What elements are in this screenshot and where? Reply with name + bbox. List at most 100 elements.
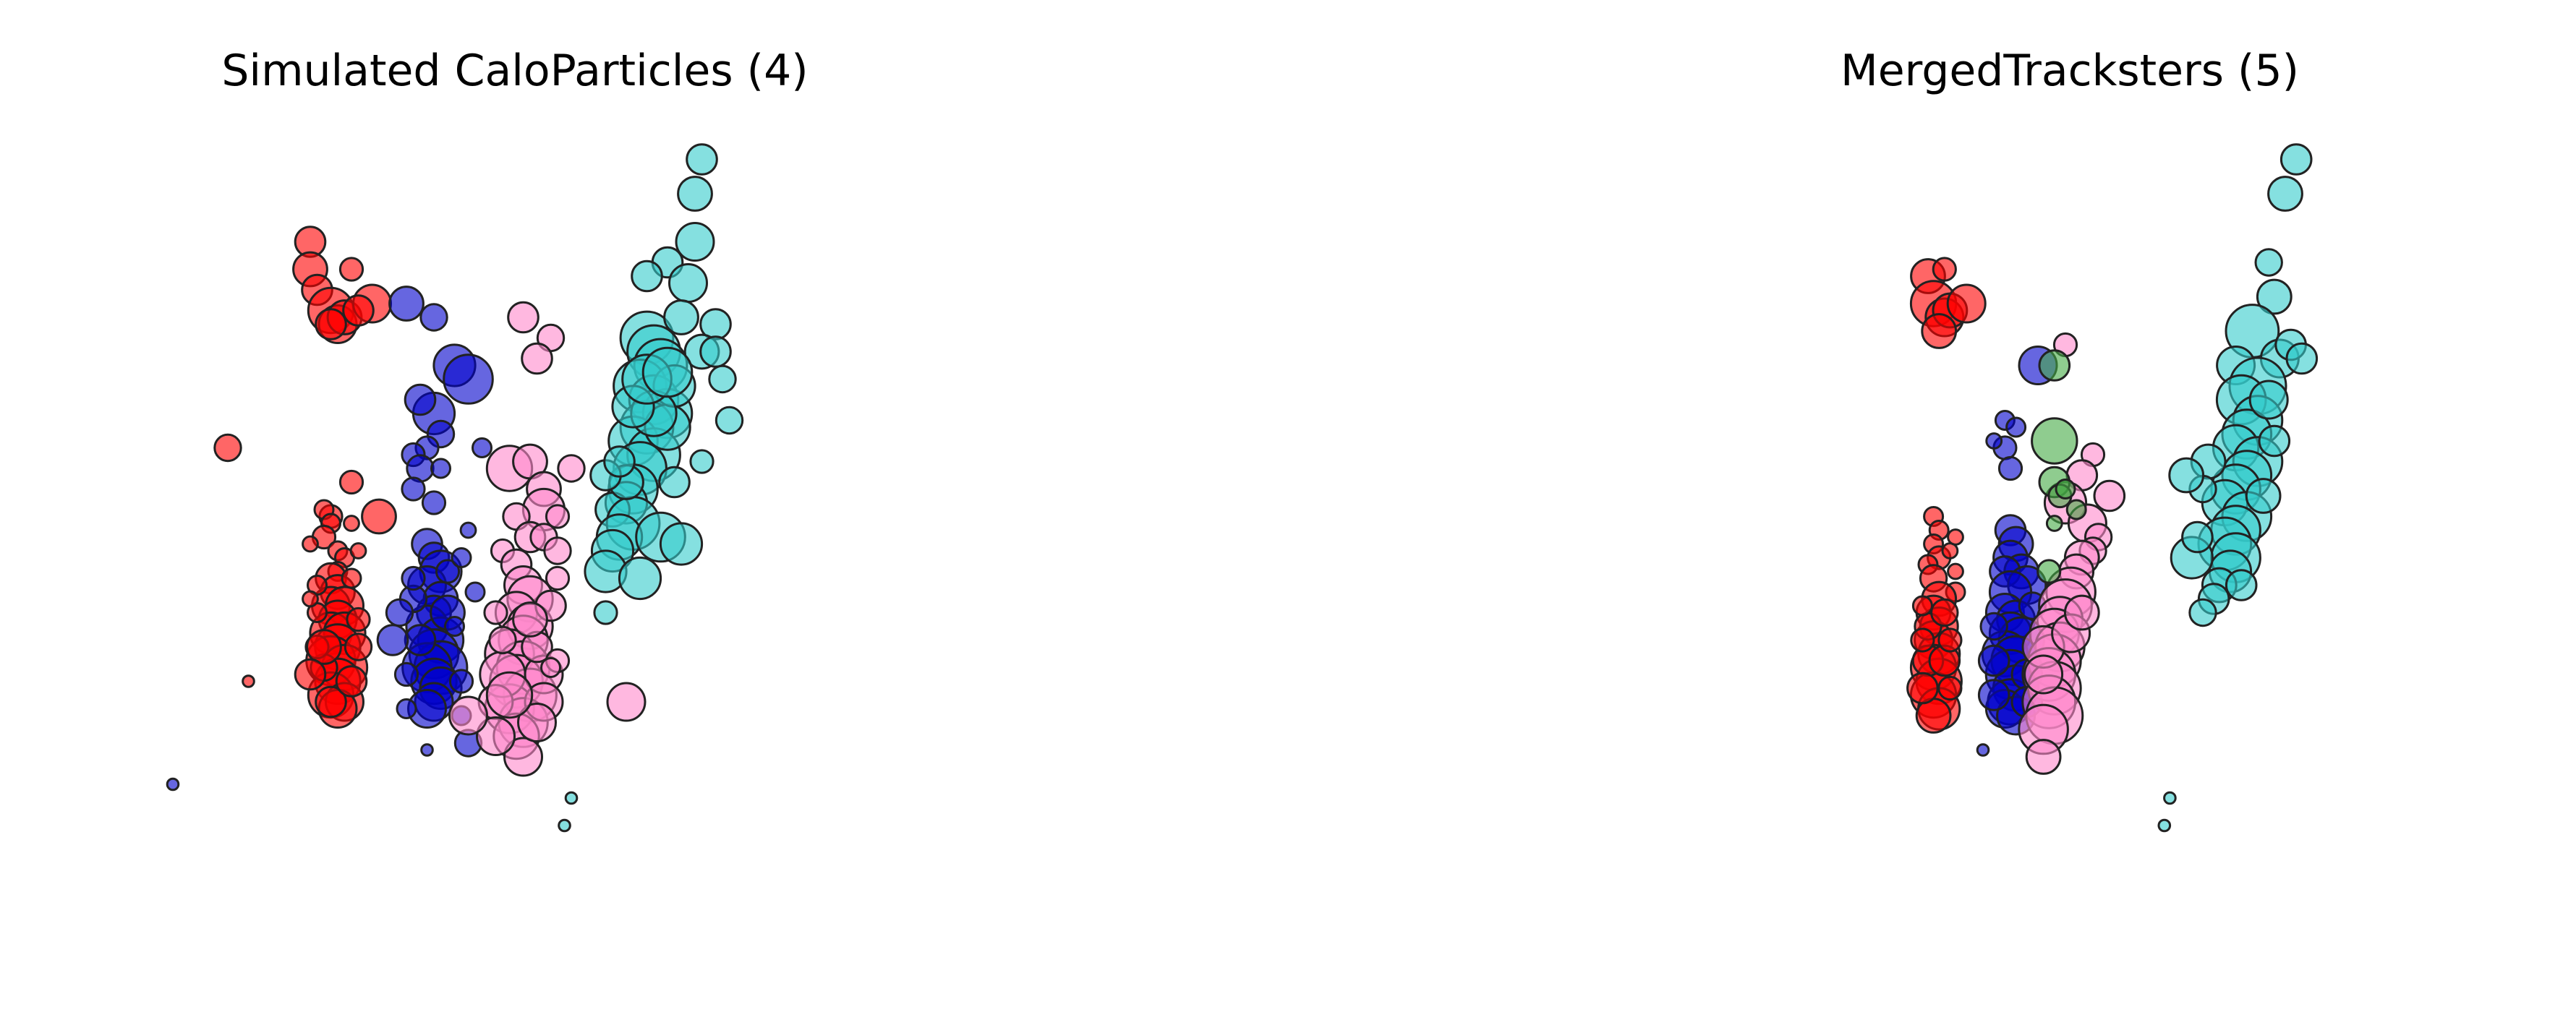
scatter-point-red: [342, 294, 375, 327]
scatter-point-pink: [545, 565, 571, 591]
scatter-point-pink: [2023, 654, 2064, 695]
scatter-point-cyan: [2285, 342, 2319, 375]
scatter-point-blue: [451, 547, 472, 568]
scatter-point-blue: [444, 616, 465, 637]
scatter-point-pink: [485, 671, 534, 719]
scatter-point-pink: [503, 737, 543, 777]
scatter-point-blue: [166, 777, 180, 792]
scatter-point-red: [338, 469, 364, 495]
scatter-point-red: [1921, 313, 1958, 349]
scatter-point-pink: [507, 301, 539, 334]
scatter-point-cyan: [593, 600, 618, 625]
scatter-point-blue: [430, 458, 451, 479]
scatter-point-blue: [376, 624, 409, 656]
scatter-point-cyan: [2181, 520, 2214, 554]
scatter-point-blue: [401, 565, 426, 591]
left-panel-markers: [166, 143, 744, 833]
scatter-point-cyan: [618, 556, 662, 601]
scatter-point-blue: [448, 669, 474, 694]
scatter-point-cyan: [675, 222, 715, 262]
scatter-point-cyan: [708, 364, 737, 394]
scatter-point-blue: [1985, 432, 2003, 450]
scatter-point-pink: [2093, 479, 2126, 512]
scatter-point-pink: [2063, 594, 2100, 631]
scatter-point-red: [315, 308, 347, 340]
scatter-point-cyan: [2157, 818, 2172, 833]
scatter-point-blue: [1979, 612, 2008, 641]
scatter-point-pink: [517, 703, 557, 742]
scatter-point-cyan: [663, 299, 699, 335]
scatter-point-red: [343, 515, 360, 532]
scatter-point-cyan: [686, 143, 718, 176]
scatter-point-blue: [435, 559, 461, 584]
scatter-point-cyan: [668, 263, 708, 303]
scatter-point-red: [344, 632, 373, 661]
scatter-point-pink: [488, 625, 517, 655]
scatter-point-blue: [1976, 743, 1990, 757]
scatter-point-cyan: [715, 406, 744, 435]
scatter-point-cyan: [2188, 598, 2217, 627]
scatter-point-red: [1932, 257, 1957, 282]
scatter-point-cyan: [603, 445, 636, 478]
scatter-point-blue: [464, 581, 486, 603]
scatter-point-red: [335, 665, 368, 698]
scatter-point-pink: [521, 342, 553, 375]
scatter-point-red: [341, 567, 362, 589]
scatter-point-blue: [401, 476, 426, 502]
scatter-point-red: [302, 590, 319, 608]
scatter-point-pink: [483, 600, 508, 625]
right-panel-title: MergedTracksters (5): [1841, 46, 2299, 96]
right-panel-markers: [1906, 143, 2319, 833]
scatter-point-red: [302, 535, 319, 553]
scatter-point-cyan: [558, 818, 571, 833]
scatter-point-red: [361, 498, 397, 535]
scatter-point-cyan: [658, 466, 691, 499]
scatter-point-cyan: [2258, 424, 2291, 458]
scatter-point-cyan: [2168, 457, 2205, 494]
scatter-point-blue: [443, 353, 494, 405]
scatter-point-cyan: [2248, 379, 2289, 420]
scatter-point-cyan: [2163, 791, 2177, 805]
scatter-point-red: [1947, 528, 1964, 546]
scatter-point-red: [1937, 627, 1963, 653]
left-panel: Simulated CaloParticles (4): [166, 46, 809, 833]
scatter-point-blue: [1977, 679, 2010, 711]
scatter-point-pink: [512, 601, 548, 638]
scatter-point-blue: [404, 383, 437, 416]
right-panel: MergedTracksters (5): [1841, 46, 2319, 833]
scatter-point-green: [2045, 515, 2063, 532]
scatter-point-green: [2031, 417, 2078, 465]
left-panel-title: Simulated CaloParticles (4): [221, 46, 808, 96]
scatter-point-red: [1906, 672, 1939, 705]
scatter-point-cyan: [677, 176, 713, 212]
scatter-point-green: [2055, 479, 2076, 499]
scatter-point-cyan: [2254, 248, 2283, 277]
scatter-point-cyan: [631, 260, 663, 293]
scatter-point-blue: [1977, 644, 2010, 677]
scatter-point-blue: [393, 661, 419, 687]
scatter-point-red: [1930, 598, 1959, 627]
scatter-point-green: [2037, 559, 2062, 584]
scatter-point-green: [2038, 349, 2071, 382]
scatter-point-red: [346, 606, 371, 632]
scatter-point-red: [349, 542, 367, 559]
scatter-point-cyan: [2245, 478, 2282, 514]
scatter-point-cyan: [2256, 278, 2293, 315]
scatter-point-pink: [476, 716, 516, 756]
scatter-point-blue: [419, 303, 448, 332]
scatter-point-pink: [557, 454, 586, 483]
scatter-point-blue: [385, 598, 414, 627]
scatter-point-cyan: [699, 335, 732, 368]
scatter-point-red: [1937, 675, 1963, 701]
scatter-point-blue: [404, 624, 437, 656]
scatter-point-blue: [472, 437, 492, 458]
scatter-point-blue: [388, 286, 425, 322]
scatter-point-pink: [2025, 739, 2062, 775]
scatter-point-cyan: [564, 791, 579, 805]
scatter-point-pink: [540, 657, 561, 678]
scatter-point-pink: [448, 695, 488, 736]
scatter-point-cyan: [2279, 143, 2313, 176]
scatter-point-cyan: [641, 346, 694, 398]
scatter-point-pink: [606, 682, 647, 722]
scatter-point-red: [213, 433, 242, 463]
